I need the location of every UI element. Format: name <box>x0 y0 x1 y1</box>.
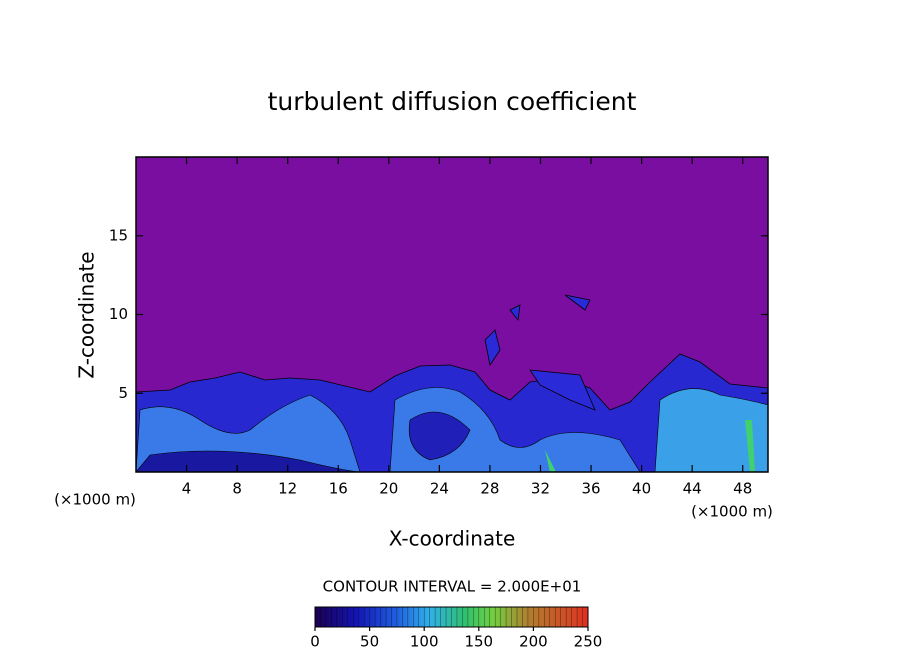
y-tick-label: 10 <box>109 305 128 323</box>
x-tick-label: 16 <box>329 480 348 498</box>
y-axis-label: Z-coordinate <box>75 251 99 378</box>
y-tick-label: 5 <box>118 384 128 402</box>
x-tick-label: 32 <box>531 480 550 498</box>
colorbar-tick-label: 150 <box>464 633 493 651</box>
colorbar-tick-label: 250 <box>574 633 603 651</box>
y-tick-label: 15 <box>109 226 128 244</box>
x-tick-label: 40 <box>632 480 651 498</box>
y-unit: (×1000 m) <box>54 491 136 509</box>
x-unit: (×1000 m) <box>691 503 773 521</box>
x-tick-label: 36 <box>581 480 600 498</box>
colorbar-tick-label: 0 <box>310 633 320 651</box>
x-tick-label: 20 <box>379 480 398 498</box>
x-tick-label: 4 <box>182 480 192 498</box>
x-tick-label: 48 <box>733 480 752 498</box>
contour-field <box>136 157 768 472</box>
x-tick-label: 28 <box>480 480 499 498</box>
x-tick-label: 44 <box>683 480 702 498</box>
contour-interval: CONTOUR INTERVAL = 2.000E+01 <box>323 578 582 596</box>
colorbar-tick-label: 100 <box>410 633 439 651</box>
colorbar-tick-label: 200 <box>519 633 548 651</box>
colorbar-tick-label: 50 <box>360 633 379 651</box>
x-tick-label: 12 <box>278 480 297 498</box>
chart-title: turbulent diffusion coefficient <box>268 87 637 116</box>
x-axis-label: X-coordinate <box>389 527 516 551</box>
x-tick-label: 8 <box>232 480 242 498</box>
x-tick-label: 24 <box>430 480 449 498</box>
